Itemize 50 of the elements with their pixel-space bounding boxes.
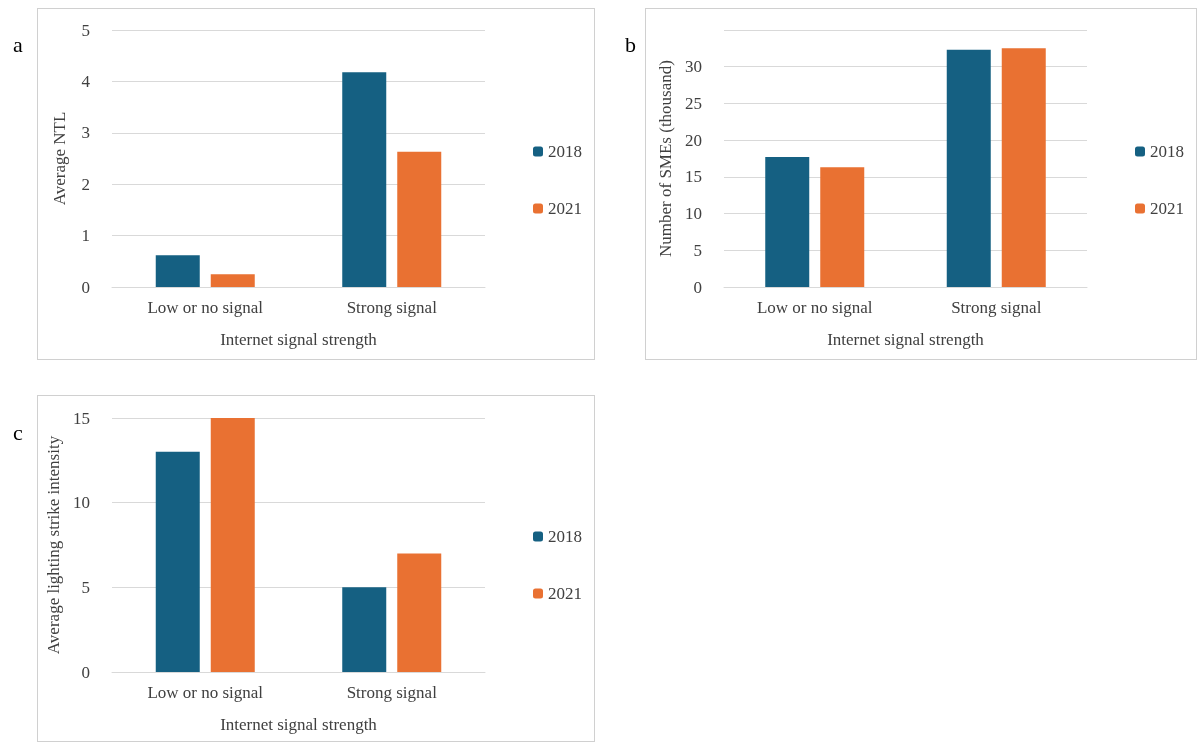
y-tick-label: 10 — [685, 204, 702, 224]
chart-title: c — [13, 419, 23, 445]
x-tick-label: Low or no signal — [147, 683, 264, 702]
x-tick-label: Strong signal — [951, 298, 1042, 317]
x-axis-title: Internet signal strength — [827, 330, 985, 349]
bar — [210, 418, 255, 672]
y-tick-label: 25 — [685, 93, 702, 113]
y-tick-label: 5 — [81, 20, 90, 40]
bar — [765, 157, 810, 287]
y-tick-label: 4 — [81, 71, 91, 91]
bar — [342, 587, 387, 672]
legend-label: 2021 — [548, 199, 582, 218]
y-tick-label: 0 — [81, 662, 90, 682]
y-tick-label: 2 — [81, 174, 90, 194]
legend-label: 2021 — [548, 584, 582, 603]
bar — [1001, 48, 1046, 287]
x-tick-label: Low or no signal — [147, 298, 264, 317]
x-axis-title: Internet signal strength — [220, 330, 378, 349]
x-tick-label: Low or no signal — [756, 298, 873, 317]
y-axis-title: Average NTL — [50, 111, 69, 206]
bar — [342, 72, 387, 287]
bar — [820, 167, 865, 287]
legend-label: 2018 — [548, 142, 582, 161]
y-tick-label: 10 — [73, 493, 90, 513]
chart-title: b — [625, 31, 636, 57]
y-tick-label: 15 — [73, 408, 90, 428]
x-tick-label: Strong signal — [346, 298, 438, 317]
legend-label: 2018 — [548, 527, 582, 546]
y-tick-label: 3 — [81, 123, 90, 143]
y-tick-label: 20 — [685, 130, 702, 150]
y-tick-label: 5 — [693, 240, 702, 260]
y-tick-label: 5 — [81, 577, 90, 597]
y-tick-label: 0 — [81, 277, 90, 297]
bar — [946, 49, 991, 287]
y-axis-title: Average lighting strike intensity — [44, 435, 64, 655]
bar — [397, 553, 442, 672]
x-tick-label: Strong signal — [346, 683, 438, 702]
chart-title: a — [13, 31, 23, 57]
y-tick-label: 1 — [81, 226, 90, 246]
y-tick-label: 0 — [693, 277, 702, 297]
y-tick-label: 30 — [685, 57, 702, 77]
x-axis-title: Internet signal strength — [220, 715, 378, 734]
bar — [210, 274, 255, 287]
bar — [397, 151, 442, 287]
bar — [155, 255, 200, 287]
y-tick-label: 15 — [685, 167, 702, 187]
legend-label: 2018 — [1150, 142, 1184, 161]
bar — [155, 451, 200, 672]
y-axis-title: Number of SMEs (thousand) — [656, 60, 676, 257]
legend-label: 2021 — [1150, 199, 1184, 218]
